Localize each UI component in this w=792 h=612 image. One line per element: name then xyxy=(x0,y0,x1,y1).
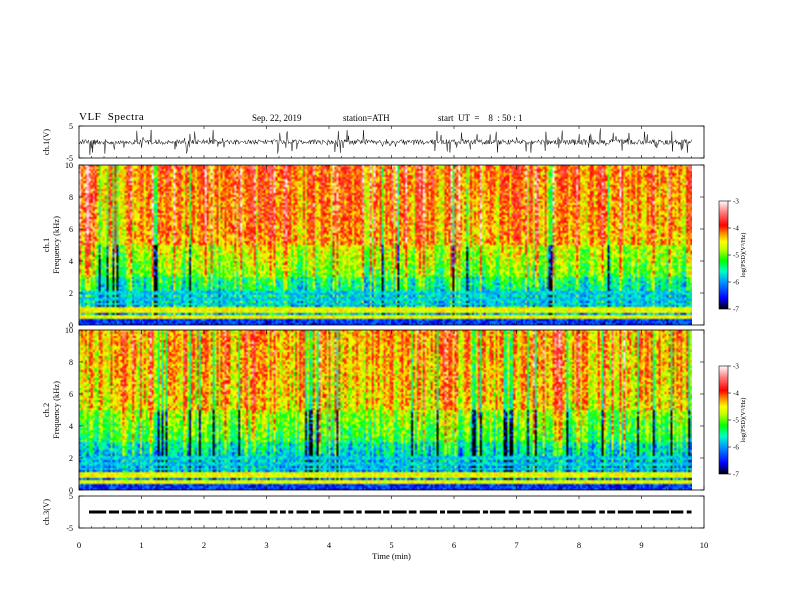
ch2-spectrogram-ytick-label: 4 xyxy=(69,422,73,431)
ch2-spectrogram-ytick-label: 10 xyxy=(65,326,73,335)
ch1-spectrogram-ylabel: Frequency (kHz) xyxy=(51,216,61,274)
start-time-label: start UT = 8 : 50 : 1 xyxy=(438,113,523,123)
ch2-spectrogram-heatmap xyxy=(79,330,692,490)
ch3-waveform-ytick-label: -5 xyxy=(66,524,73,533)
ch1-spectrogram-heatmap xyxy=(79,165,692,325)
ch1-spectrogram-colorbar-tick-label: -7 xyxy=(733,306,739,314)
ch1-waveform-line xyxy=(78,128,692,155)
x-tick-label: 7 xyxy=(514,540,518,550)
ch1-spectrogram-colorbar-tick-label: -5 xyxy=(733,252,739,260)
ch2-spectrogram-colorbar-tick-label: -4 xyxy=(733,390,739,398)
ch1-spectrogram-colorbar-tick-label: -4 xyxy=(733,225,739,233)
ch2-spectrogram-ylabel: Frequency (kHz) xyxy=(51,381,61,439)
station-label: station=ATH xyxy=(343,113,390,123)
ch1-spectrogram-colorbar-tick-label: -3 xyxy=(733,198,739,206)
ch2-spectrogram-ytick-label: 6 xyxy=(69,390,73,399)
ch1-spectrogram-colorbar-label: log(PSD)(V²/Hz) xyxy=(740,233,747,278)
ch1-spectrogram-ytick-label: 0 xyxy=(69,321,73,330)
ch2-spectrogram-ytick-label: 2 xyxy=(69,454,73,463)
ch2-spectrogram-colorbar-tick-label: -3 xyxy=(733,363,739,371)
ch2-spectrogram-ylabel: ch.2 xyxy=(41,403,51,417)
ch3-waveform-ylabel: ch.3(V) xyxy=(41,499,51,525)
x-axis-label: Time (min) xyxy=(372,551,411,561)
x-tick-label: 3 xyxy=(264,540,268,550)
ch2-spectrogram-colorbar xyxy=(719,366,728,474)
ch1-waveform-ytick-label: 5 xyxy=(69,122,73,131)
x-tick-label: 2 xyxy=(202,540,206,550)
ch2-spectrogram-colorbar-label: log(PSD)(V²/Hz) xyxy=(740,398,747,443)
ch2-spectrogram-ytick-label: 8 xyxy=(69,358,73,367)
ch1-spectrogram-ytick-label: 10 xyxy=(65,161,73,170)
x-tick-label: 1 xyxy=(139,540,143,550)
ch3-waveform-ytick-label: 5 xyxy=(69,492,73,501)
x-tick-label: 10 xyxy=(700,540,709,550)
ch1-spectrogram-colorbar-tick-label: -6 xyxy=(733,279,739,287)
ch1-waveform-ytick-label: -5 xyxy=(66,154,73,163)
x-tick-label: 8 xyxy=(577,540,581,550)
ch2-spectrogram-colorbar-tick-label: -6 xyxy=(733,444,739,452)
ch1-spectrogram-ytick-label: 4 xyxy=(69,257,73,266)
ch1-spectrogram-ylabel: ch.1 xyxy=(41,238,51,252)
ch1-spectrogram-colorbar xyxy=(719,201,728,309)
ch1-spectrogram-ytick-label: 8 xyxy=(69,193,73,202)
chart-title: VLF Spectra xyxy=(79,111,145,123)
x-tick-label: 4 xyxy=(327,540,332,550)
x-tick-label: 9 xyxy=(639,540,643,550)
ch1-spectrogram-ytick-label: 6 xyxy=(69,225,73,234)
x-tick-label: 0 xyxy=(77,540,81,550)
ch2-spectrogram-colorbar-tick-label: -5 xyxy=(733,417,739,425)
x-tick-label: 6 xyxy=(452,540,456,550)
ch2-spectrogram-colorbar-tick-label: -7 xyxy=(733,471,739,479)
ch1-waveform-ylabel: ch.1(V) xyxy=(41,129,51,155)
x-tick-label: 5 xyxy=(389,540,393,550)
ch2-spectrogram-ytick-label: 0 xyxy=(69,486,73,495)
date-label: Sep. 22, 2019 xyxy=(252,113,302,123)
ch1-spectrogram-ytick-label: 2 xyxy=(69,289,73,298)
